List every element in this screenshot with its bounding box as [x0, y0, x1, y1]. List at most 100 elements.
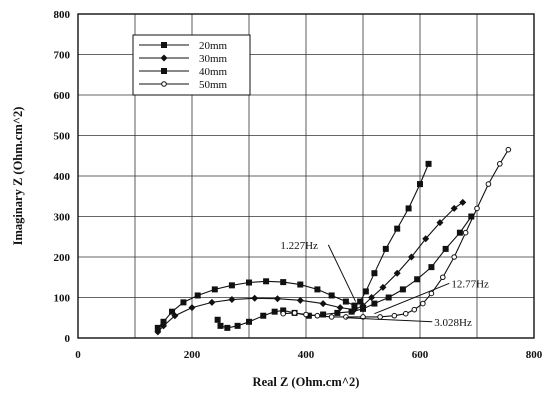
diamond-marker — [450, 204, 458, 212]
annotation: 12.77Hz — [374, 278, 489, 315]
square-marker — [328, 292, 335, 299]
square-marker — [357, 298, 364, 305]
square-marker — [360, 305, 366, 312]
square-marker — [211, 286, 218, 293]
circle-marker — [314, 312, 321, 319]
square-marker — [371, 270, 378, 277]
diamond-marker — [319, 300, 327, 308]
annotation-label: 1.227Hz — [280, 240, 318, 252]
annotation: 1.227Hz — [280, 240, 357, 302]
square-marker — [214, 316, 221, 323]
square-marker — [428, 264, 435, 271]
series-20mm — [154, 160, 432, 331]
circle-marker — [343, 314, 349, 320]
circle-marker — [451, 254, 458, 260]
legend-box — [132, 34, 251, 96]
annotation-pointer — [345, 317, 433, 323]
square-marker — [399, 286, 406, 293]
y-tick-label: 100 — [54, 293, 71, 305]
square-marker — [362, 288, 369, 295]
square-marker — [382, 245, 389, 252]
diamond-marker — [251, 294, 259, 302]
annotation-label: 12.77Hz — [451, 278, 489, 290]
square-marker — [234, 322, 241, 329]
square-marker — [297, 281, 304, 288]
circle-marker — [462, 229, 469, 236]
legend-label: 50mm — [199, 79, 228, 91]
square-marker — [228, 282, 235, 289]
square-marker — [468, 213, 475, 220]
square-marker — [160, 318, 167, 325]
diamond-marker — [154, 328, 162, 336]
diamond-marker — [296, 296, 304, 304]
grid — [78, 14, 534, 338]
diamond-marker — [171, 312, 179, 320]
diamond-marker — [368, 294, 376, 301]
circle-marker — [291, 310, 298, 316]
square-marker — [169, 308, 176, 315]
square-marker — [425, 160, 432, 167]
x-tick-label: 600 — [412, 349, 429, 361]
legend-item: 20mm — [139, 40, 228, 52]
circle-marker — [440, 274, 446, 281]
y-tick-label: 500 — [54, 131, 71, 143]
diamond-marker — [459, 198, 467, 206]
diamond-marker — [274, 295, 281, 303]
square-marker — [154, 324, 161, 331]
x-tick-label: 400 — [298, 349, 315, 361]
diamond-marker — [228, 296, 236, 304]
square-marker — [260, 312, 267, 319]
square-marker — [371, 300, 378, 307]
square-marker — [271, 308, 278, 315]
square-marker — [314, 286, 321, 293]
plot-frame — [77, 13, 535, 339]
circle-marker — [402, 310, 409, 317]
legend-item: 40mm — [139, 66, 228, 78]
x-axis-title: Real Z (Ohm.cm^2) — [253, 375, 360, 389]
series-50mm — [280, 146, 512, 320]
circle-marker — [377, 314, 383, 320]
square-marker — [456, 229, 463, 236]
circle-marker — [497, 161, 503, 167]
diamond-marker — [422, 235, 430, 243]
legend-item: 30mm — [139, 53, 228, 65]
square-marker — [224, 324, 231, 331]
annotation: 3.028Hz — [345, 317, 472, 329]
square-marker — [194, 292, 201, 299]
y-tick-label: 400 — [54, 171, 71, 183]
diamond-marker — [436, 219, 444, 227]
square-marker — [417, 181, 423, 188]
square-marker — [442, 245, 449, 252]
circle-marker — [391, 312, 398, 319]
annotation-pointer — [374, 282, 450, 315]
x-tick-label: 0 — [75, 349, 81, 361]
circle-marker — [411, 306, 418, 313]
square-marker — [161, 68, 167, 74]
diamond-marker — [407, 253, 415, 261]
x-tick-label: 200 — [184, 349, 201, 361]
x-tick-label: 800 — [526, 349, 543, 361]
square-marker — [280, 307, 287, 314]
square-marker — [161, 42, 167, 48]
circle-marker — [420, 300, 426, 307]
circle-marker — [280, 310, 287, 317]
diamond-marker — [393, 269, 401, 277]
square-marker — [246, 279, 252, 286]
legend-label: 40mm — [199, 66, 228, 78]
series-30mm — [154, 198, 467, 336]
legend-item: 50mm — [139, 79, 228, 91]
y-tick-label: 800 — [54, 9, 71, 21]
square-marker — [348, 308, 355, 315]
diamond-marker — [379, 283, 387, 291]
diamond-marker — [336, 304, 344, 312]
diamond-marker — [160, 322, 167, 330]
square-marker — [180, 299, 187, 306]
square-marker — [334, 309, 341, 316]
diamond-marker — [188, 304, 196, 312]
square-marker — [320, 311, 327, 318]
square-marker — [385, 294, 392, 301]
circle-marker — [474, 205, 480, 212]
